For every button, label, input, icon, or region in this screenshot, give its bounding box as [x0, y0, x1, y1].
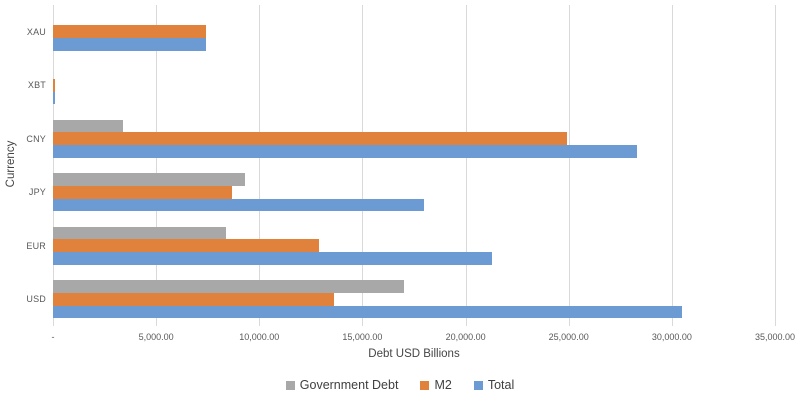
y-axis-title: Currency: [5, 140, 17, 188]
bar-group-xbt: [53, 59, 775, 113]
legend-label: Total: [487, 378, 515, 392]
legend-label: M2: [434, 378, 452, 392]
category-label-xau: XAU: [26, 26, 46, 37]
bar-m2-eur: [53, 239, 320, 253]
bar-m2-cny: [53, 132, 567, 146]
bar-total-cny: [53, 145, 637, 158]
bar-total-eur: [53, 252, 493, 265]
x-tick-label: 25,000.00: [548, 332, 589, 342]
x-axis-title: Debt USD Billions: [368, 348, 460, 360]
bar-m2-xau: [53, 25, 206, 39]
bar-m2-usd: [53, 292, 334, 306]
gridline: [53, 5, 54, 326]
bar-government-debt-usd: [53, 280, 404, 293]
legend-swatch-icon: [285, 380, 295, 390]
gridline: [671, 5, 673, 326]
legend-label: Government Debt: [299, 378, 399, 392]
x-tick-label: 5,000.00: [138, 332, 174, 342]
gridline: [259, 5, 261, 326]
category-label-cny: CNY: [26, 133, 46, 144]
bar-total-jpy: [53, 198, 425, 212]
gridline: [362, 5, 364, 326]
category-label-eur: EUR: [26, 240, 46, 251]
x-tick-label: 10,000.00: [239, 332, 280, 342]
gridline: [568, 5, 570, 326]
bar-group-usd: [53, 273, 775, 327]
category-label-usd: USD: [26, 294, 46, 305]
legend-item-government-debt: Government Debt: [285, 378, 399, 392]
x-tick-label: 20,000.00: [445, 332, 486, 342]
x-tick-label: 30,000.00: [651, 332, 692, 342]
bar-government-debt-jpy: [53, 173, 245, 186]
bar-m2-xbt: [53, 78, 56, 92]
legend-swatch-icon: [420, 380, 430, 390]
bar-total-usd: [53, 305, 683, 319]
legend-item-m2: M2: [420, 378, 452, 392]
x-tick-label: 35,000.00: [754, 332, 796, 342]
legend: Government Debt M2 Total: [0, 378, 800, 392]
bar-group-xau: [53, 5, 775, 59]
category-label-jpy: JPY: [28, 187, 46, 198]
x-tick-label: 15,000.00: [342, 332, 383, 342]
bar-group-cny: [53, 112, 775, 166]
gridline: [775, 5, 776, 326]
gridline: [465, 5, 467, 326]
legend-swatch-icon: [473, 380, 483, 390]
bar-group-jpy: [53, 166, 775, 220]
bar-m2-jpy: [53, 185, 233, 199]
bar-total-xau: [53, 38, 206, 51]
bar-total-xbt: [53, 91, 56, 105]
gridline: [156, 5, 158, 326]
plot-area: [53, 5, 776, 327]
bar-government-debt-cny: [53, 119, 124, 133]
category-label-xbt: XBT: [27, 80, 46, 91]
bar-government-debt-eur: [53, 226, 227, 240]
legend-item-total: Total: [473, 378, 515, 392]
bar-group-eur: [53, 219, 775, 273]
x-tick-label: -: [51, 332, 55, 342]
